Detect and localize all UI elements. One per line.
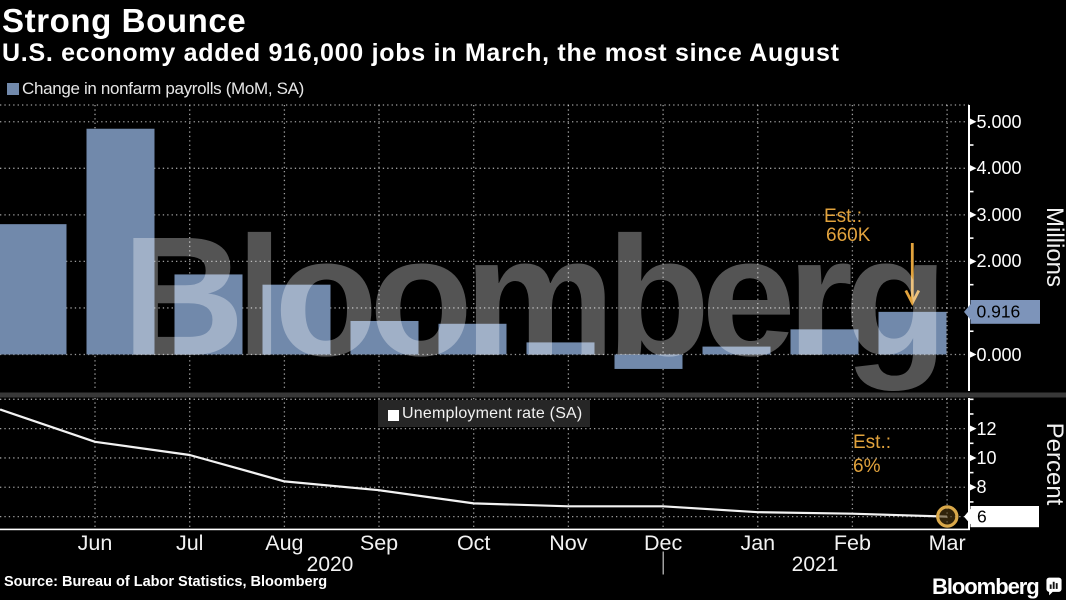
- svg-text:Bloomberg: Bloomberg: [122, 202, 939, 392]
